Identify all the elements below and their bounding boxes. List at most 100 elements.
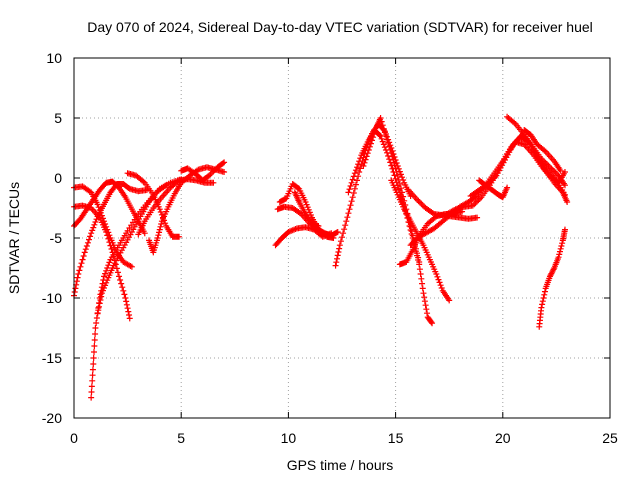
data-point (334, 252, 341, 259)
data-point (344, 214, 351, 221)
data-point (399, 189, 406, 196)
data-point (420, 290, 427, 297)
data-point (118, 280, 125, 287)
data-point (386, 143, 393, 150)
x-tick-label: 10 (281, 430, 297, 446)
data-point (81, 249, 88, 256)
data-point (388, 162, 395, 169)
data-point (92, 331, 99, 337)
x-tick-label: 25 (602, 430, 618, 446)
data-point (102, 270, 109, 277)
data-point (123, 298, 130, 305)
data-point (347, 183, 354, 189)
data-point (124, 305, 131, 312)
data-point (395, 165, 402, 172)
data-point (116, 273, 123, 280)
series-s14 (291, 189, 322, 229)
data-point (354, 177, 361, 184)
data-point (89, 227, 96, 234)
data-point (421, 294, 428, 301)
data-point (419, 202, 426, 209)
data-point (156, 229, 163, 236)
data-point (91, 349, 98, 355)
x-tick-label: 5 (177, 430, 185, 446)
data-point (95, 307, 102, 314)
data-point (419, 285, 426, 292)
data-point (416, 259, 423, 265)
series-s18 (388, 177, 453, 304)
data-point (348, 179, 355, 186)
data-point (392, 165, 399, 171)
data-point (361, 159, 368, 166)
data-point (362, 156, 369, 163)
data-point (369, 137, 376, 144)
data-point (71, 289, 78, 295)
data-point (415, 254, 422, 261)
data-point (105, 262, 112, 269)
data-point (105, 229, 112, 236)
data-point (351, 185, 358, 192)
data-point (77, 263, 84, 270)
data-point (162, 220, 169, 227)
data-point (340, 230, 347, 237)
y-tick-label: 10 (46, 50, 62, 66)
data-point (469, 202, 476, 209)
data-point (419, 280, 426, 287)
data-point (334, 229, 341, 235)
data-point (394, 173, 401, 179)
data-point (91, 337, 98, 343)
data-point (474, 214, 481, 221)
data-point (84, 239, 91, 246)
data-point (557, 245, 564, 252)
data-point (433, 271, 440, 277)
data-point (330, 235, 337, 241)
data-point (156, 226, 163, 233)
data-point (363, 153, 370, 160)
data-point (393, 169, 400, 175)
data-point (220, 160, 227, 167)
data-point (436, 279, 443, 286)
data-point (399, 174, 406, 181)
data-point (355, 161, 362, 168)
data-point (415, 198, 422, 204)
data-point (339, 234, 345, 241)
data-point (357, 165, 364, 172)
data-point (416, 199, 423, 206)
chart-title: Day 070 of 2024, Sidereal Day-to-day VTE… (87, 19, 593, 35)
data-point (360, 163, 367, 169)
data-point (539, 298, 546, 305)
data-point (221, 159, 228, 166)
data-point (561, 191, 568, 198)
data-point (555, 254, 562, 261)
data-point (176, 233, 183, 240)
data-point (141, 230, 148, 237)
data-point (414, 250, 421, 257)
data-point (93, 315, 100, 321)
data-point (438, 285, 445, 291)
data-point (89, 372, 96, 379)
data-point (345, 210, 352, 217)
data-point (98, 293, 105, 300)
data-point (365, 147, 372, 153)
data-point (416, 266, 423, 273)
data-point (382, 133, 389, 139)
series-s26 (521, 127, 564, 174)
data-point (377, 133, 384, 139)
data-point (154, 235, 161, 241)
series-s23 (467, 131, 568, 199)
series-s25 (476, 177, 511, 201)
data-point (343, 218, 350, 225)
data-point (158, 221, 165, 227)
data-point (370, 134, 377, 141)
data-point (561, 169, 568, 175)
data-point (86, 236, 93, 243)
data-point (434, 273, 441, 280)
data-marks (71, 113, 571, 401)
data-point (378, 118, 385, 125)
data-point (78, 260, 85, 267)
data-point (157, 223, 164, 230)
data-point (401, 197, 408, 204)
data-point (384, 136, 391, 143)
data-point (97, 209, 104, 216)
